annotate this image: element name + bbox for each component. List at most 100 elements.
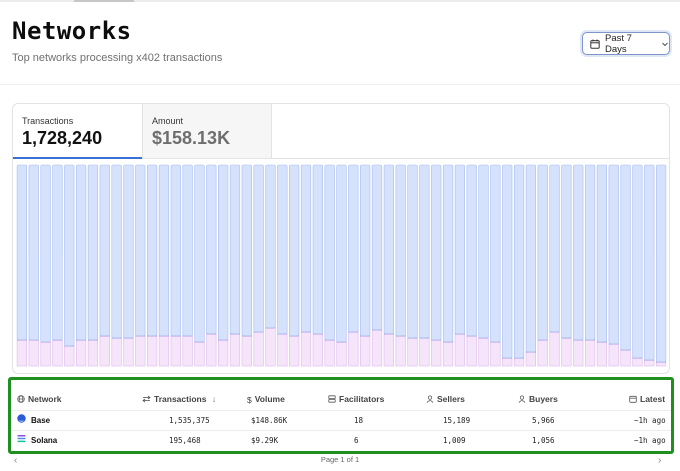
chart-bar-segment[interactable]: [608, 164, 619, 345]
chart-bar-segment[interactable]: [371, 164, 383, 331]
chart-bar-segment[interactable]: [431, 164, 442, 341]
chart-bar-segment[interactable]: [99, 335, 110, 367]
chart-bar-segment[interactable]: [549, 164, 560, 333]
chart-bar-segment[interactable]: [348, 331, 359, 367]
chart-bar-segment[interactable]: [52, 164, 63, 341]
chart-bar-segment[interactable]: [300, 164, 312, 333]
chart-bar-segment[interactable]: [64, 164, 75, 347]
chart-bar-segment[interactable]: [312, 333, 323, 367]
column-header-latest[interactable]: Latest: [629, 389, 665, 409]
chart-bar-segment[interactable]: [16, 339, 28, 367]
chart-bar-segment[interactable]: [241, 164, 252, 337]
chart-bar-segment[interactable]: [135, 164, 146, 337]
chart-bar-segment[interactable]: [632, 357, 643, 367]
chart-bar-segment[interactable]: [324, 164, 335, 341]
chart-bar-segment[interactable]: [64, 345, 75, 367]
chart-bar-segment[interactable]: [229, 333, 241, 367]
chart-bar-segment[interactable]: [419, 164, 430, 339]
chart-bar-segment[interactable]: [28, 164, 39, 341]
chart-bar-segment[interactable]: [182, 335, 193, 367]
chart-bar-segment[interactable]: [525, 351, 536, 367]
table-row[interactable]: Solana 195,468 $9.29K 6 1,009 1,056 ~1h …: [11, 430, 671, 450]
chart-bar-segment[interactable]: [336, 164, 347, 343]
chart-bar-segment[interactable]: [253, 331, 264, 367]
chart-bar-segment[interactable]: [561, 164, 572, 339]
chart-bar-segment[interactable]: [549, 331, 560, 367]
chart-bar-segment[interactable]: [632, 164, 643, 359]
chart-bar-segment[interactable]: [478, 164, 489, 339]
chart-bar-segment[interactable]: [277, 333, 288, 367]
chart-bar-segment[interactable]: [513, 357, 525, 367]
column-header-network[interactable]: Network: [17, 389, 62, 409]
chart-bar-segment[interactable]: [348, 164, 359, 333]
column-header-sellers[interactable]: Sellers: [426, 389, 465, 409]
chart-bar-segment[interactable]: [265, 164, 276, 329]
chart-bar-segment[interactable]: [655, 164, 667, 363]
chart-bar-segment[interactable]: [478, 337, 489, 367]
chart-bar-segment[interactable]: [502, 357, 513, 367]
chart-bar-segment[interactable]: [336, 341, 347, 367]
chart-bar-segment[interactable]: [525, 164, 536, 353]
chart-bar-segment[interactable]: [277, 164, 288, 335]
chart-bar-segment[interactable]: [289, 335, 300, 367]
tab-transactions[interactable]: Transactions 1,728,240: [13, 104, 142, 159]
chart-bar-segment[interactable]: [135, 335, 146, 367]
chart-bar-segment[interactable]: [573, 164, 584, 341]
chart-bar-segment[interactable]: [229, 164, 241, 335]
chart-bar-segment[interactable]: [147, 164, 158, 337]
next-page-button[interactable]: ›: [658, 455, 662, 466]
chart-bar-segment[interactable]: [466, 335, 477, 367]
chart-bar-segment[interactable]: [312, 164, 323, 335]
chart-bar-segment[interactable]: [537, 339, 548, 367]
column-header-volume[interactable]: $ Volume: [247, 389, 285, 409]
chart-bar-segment[interactable]: [466, 164, 477, 337]
chart-bar-segment[interactable]: [206, 333, 217, 367]
chart-bar-segment[interactable]: [490, 341, 501, 367]
chart-bar-segment[interactable]: [360, 335, 371, 367]
chart-bar-segment[interactable]: [206, 164, 217, 335]
date-range-select[interactable]: Past 7 Days: [582, 32, 670, 55]
column-header-transactions[interactable]: Transactions ↓: [142, 389, 216, 409]
chart-bar-segment[interactable]: [194, 164, 205, 343]
chart-bar-segment[interactable]: [596, 341, 608, 367]
chart-bar-segment[interactable]: [454, 333, 465, 367]
chart-bar-segment[interactable]: [170, 164, 181, 337]
chart-bar-segment[interactable]: [573, 339, 584, 367]
chart-bar-segment[interactable]: [584, 164, 596, 341]
chart-bar-segment[interactable]: [431, 339, 442, 367]
chart-bar-segment[interactable]: [407, 164, 418, 339]
chart-bar-segment[interactable]: [289, 164, 300, 337]
chart-bar-segment[interactable]: [99, 164, 110, 337]
chart-bar-segment[interactable]: [596, 164, 608, 343]
chart-bar-segment[interactable]: [265, 327, 276, 367]
chart-bar-segment[interactable]: [395, 164, 406, 337]
chart-bar-segment[interactable]: [419, 337, 430, 367]
chart-bar-segment[interactable]: [395, 335, 406, 367]
chart-bar-segment[interactable]: [442, 164, 454, 343]
chart-bar-segment[interactable]: [158, 335, 170, 367]
chart-bar-segment[interactable]: [537, 164, 548, 341]
chart-bar-segment[interactable]: [123, 337, 134, 367]
column-header-buyers[interactable]: Buyers: [518, 389, 558, 409]
table-row[interactable]: Base 1,535,375 $148.86K 18 15,189 5,966 …: [11, 410, 671, 430]
chart-bar-segment[interactable]: [111, 337, 122, 367]
chart-bar-segment[interactable]: [383, 333, 394, 367]
chart-bar-segment[interactable]: [170, 335, 181, 367]
chart-bar-segment[interactable]: [218, 164, 229, 341]
chart-bar-segment[interactable]: [40, 341, 51, 367]
chart-bar-segment[interactable]: [454, 164, 465, 335]
chart-bar-segment[interactable]: [75, 164, 87, 341]
chart-bar-segment[interactable]: [644, 359, 655, 367]
chart-bar-segment[interactable]: [561, 337, 572, 367]
prev-page-button[interactable]: ‹: [14, 455, 18, 466]
chart-bar-segment[interactable]: [253, 164, 264, 333]
chart-bar-segment[interactable]: [644, 164, 655, 361]
chart-bar-segment[interactable]: [490, 164, 501, 343]
chart-bar-segment[interactable]: [371, 329, 383, 367]
chart-bar-segment[interactable]: [16, 164, 28, 341]
chart-bar-segment[interactable]: [182, 164, 193, 337]
chart-bar-segment[interactable]: [620, 349, 631, 367]
chart-bar-segment[interactable]: [513, 164, 525, 359]
chart-bar-segment[interactable]: [502, 164, 513, 359]
chart-bar-segment[interactable]: [300, 331, 312, 367]
